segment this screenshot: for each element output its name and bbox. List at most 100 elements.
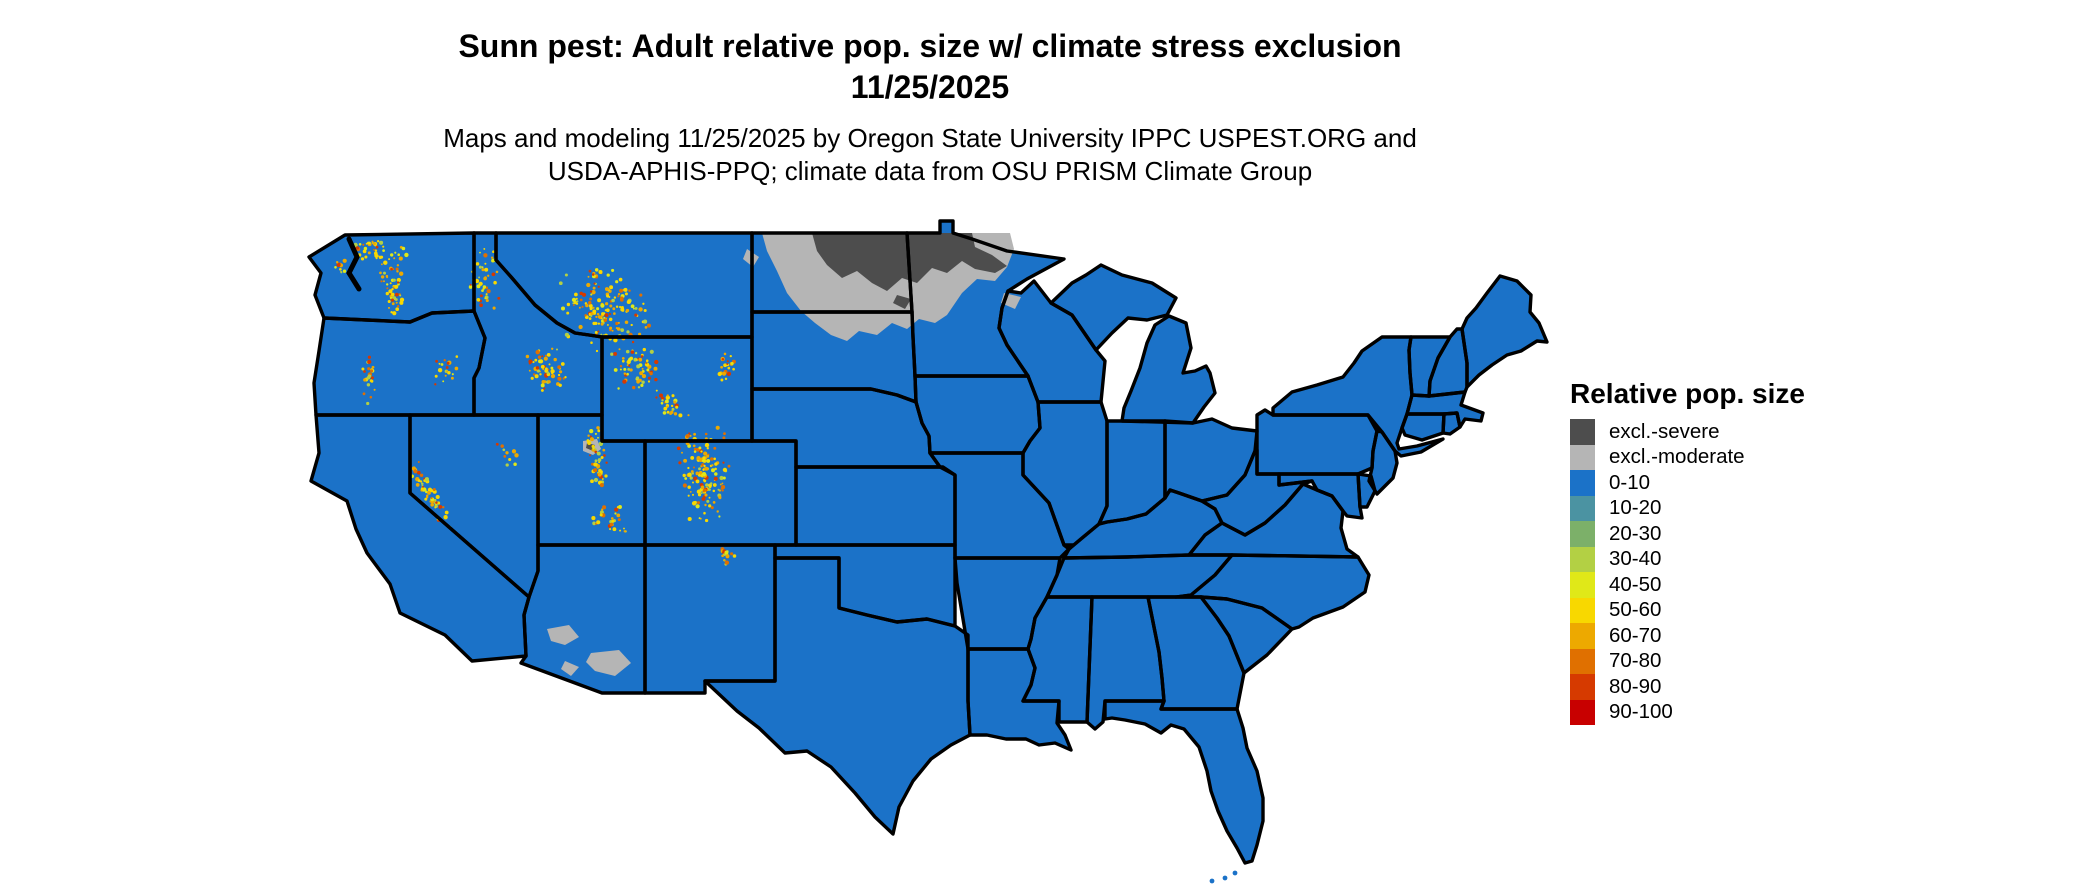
- legend-item-30-40: 30-40: [1570, 546, 1870, 572]
- legend-label: 10-20: [1609, 496, 1662, 520]
- state-mississippi: [1023, 597, 1092, 722]
- legend-label: 40-50: [1609, 572, 1662, 596]
- map-subtitle-line1: Maps and modeling 11/25/2025 by Oregon S…: [443, 123, 1417, 153]
- state-virginia: [1189, 484, 1358, 557]
- state-washington: [309, 233, 474, 322]
- state-kansas: [796, 467, 955, 545]
- legend-swatch: [1570, 444, 1595, 470]
- state-new-jersey: [1369, 431, 1397, 494]
- excl-severe-zone-1: [893, 295, 911, 309]
- state-idaho: [474, 233, 602, 415]
- us-map: [297, 211, 1557, 891]
- us-map-svg: [307, 219, 1549, 884]
- legend-item-90-100: 90-100: [1570, 699, 1870, 725]
- state-louisiana: [968, 649, 1071, 750]
- legend-swatch: [1570, 674, 1595, 700]
- legend-label: 0-10: [1609, 470, 1651, 494]
- legend-label: 80-90: [1609, 674, 1662, 698]
- state-wyoming: [602, 337, 752, 441]
- state-nevada: [410, 415, 538, 597]
- legend-swatch: [1570, 699, 1595, 725]
- map-title-date: 11/25/2025: [850, 69, 1010, 105]
- legend-swatch: [1570, 623, 1595, 649]
- legend-swatch: [1570, 470, 1595, 496]
- legend-swatch: [1570, 648, 1595, 674]
- legend-label: 90-100: [1609, 700, 1673, 724]
- state-border-wisconsin: [997, 279, 1107, 404]
- legend-item-10-20: 10-20: [1570, 495, 1870, 521]
- state-montana: [496, 233, 752, 337]
- state-maine: [1462, 276, 1547, 387]
- legend-label: excl.-moderate: [1609, 445, 1745, 469]
- state-missouri: [930, 453, 1073, 558]
- state-kentucky: [1064, 490, 1222, 558]
- state-new-mexico: [645, 545, 775, 693]
- florida-keys-3: [1232, 870, 1238, 876]
- legend-label: 70-80: [1609, 649, 1662, 673]
- state-michigan-lower: [1122, 316, 1215, 423]
- state-new-hampshire: [1429, 329, 1467, 396]
- map-subtitle-line2: USDA-APHIS-PPQ; climate data from OSU PR…: [547, 156, 1313, 186]
- state-oregon: [314, 311, 485, 415]
- state-california: [311, 415, 529, 661]
- state-south-carolina: [1201, 597, 1292, 673]
- state-border-florida: [1103, 699, 1265, 865]
- state-border-new-jersey: [1367, 429, 1399, 496]
- map-title-line1: Sunn pest: Adult relative pop. size w/ c…: [458, 28, 1402, 64]
- map-subtitle: Maps and modeling 11/25/2025 by Oregon S…: [230, 122, 1630, 188]
- state-border-new-hampshire: [1427, 327, 1469, 398]
- state-iowa: [915, 376, 1040, 453]
- state-border-michigan-upper: [1049, 263, 1178, 352]
- legend-item-excl-moderate: excl.-moderate: [1570, 444, 1870, 470]
- state-north-carolina: [1176, 555, 1369, 629]
- legend-swatch: [1570, 521, 1595, 547]
- legend-label: 30-40: [1609, 547, 1662, 571]
- state-texas: [705, 558, 970, 834]
- state-tennessee: [1047, 555, 1232, 597]
- legend-title: Relative pop. size: [1570, 378, 1805, 409]
- legend-item-70-80: 70-80: [1570, 648, 1870, 674]
- state-border-minnesota: [905, 219, 1066, 378]
- state-pennsylvania: [1257, 410, 1377, 474]
- state-border-michigan-lower: [1120, 314, 1217, 425]
- excl-moderate-zone-4: [586, 650, 631, 676]
- state-oklahoma: [775, 545, 955, 626]
- state-colorado: [645, 441, 796, 545]
- puget-sound-detail: [346, 236, 362, 292]
- florida-keys-1: [1209, 878, 1215, 884]
- legend-swatch: [1570, 546, 1595, 572]
- state-border-texas: [703, 556, 972, 836]
- state-border-north-carolina: [1174, 553, 1371, 631]
- legend-item-0-10: 0-10: [1570, 470, 1870, 496]
- legend: Relative pop. size excl.-severe excl.-mod…: [1570, 380, 1870, 725]
- state-florida: [1105, 701, 1263, 863]
- state-nebraska: [752, 389, 940, 467]
- legend-swatch: [1570, 495, 1595, 521]
- state-connecticut: [1402, 414, 1444, 440]
- legend-item-20-30: 20-30: [1570, 521, 1870, 547]
- legend-item-excl-severe: excl.-severe: [1570, 419, 1870, 445]
- excl-moderate-zone-3: [547, 625, 579, 645]
- speckle-layer: [334, 240, 737, 566]
- state-border-maine: [1460, 274, 1549, 389]
- legend-label: 60-70: [1609, 623, 1662, 647]
- legend-label: 20-30: [1609, 521, 1662, 545]
- state-alabama: [1087, 597, 1164, 729]
- state-ohio: [1165, 419, 1257, 501]
- legend-swatch: [1570, 597, 1595, 623]
- state-west-virginia: [1202, 450, 1312, 535]
- legend-item-60-70: 60-70: [1570, 623, 1870, 649]
- legend-label: 50-60: [1609, 598, 1662, 622]
- legend-item-50-60: 50-60: [1570, 597, 1870, 623]
- legend-item-80-90: 80-90: [1570, 674, 1870, 700]
- legend-swatch: [1570, 419, 1595, 445]
- legend-items: excl.-severe excl.-moderate 0-10 10-20 20-30…: [1570, 419, 1870, 725]
- legend-label: excl.-severe: [1609, 419, 1720, 443]
- state-new-york: [1273, 337, 1443, 456]
- map-title: Sunn pest: Adult relative pop. size w/ c…: [230, 26, 1630, 108]
- legend-item-40-50: 40-50: [1570, 572, 1870, 598]
- state-indiana: [1099, 421, 1165, 524]
- florida-keys-2: [1222, 875, 1228, 881]
- state-arkansas: [955, 558, 1060, 649]
- state-illinois: [1023, 402, 1107, 549]
